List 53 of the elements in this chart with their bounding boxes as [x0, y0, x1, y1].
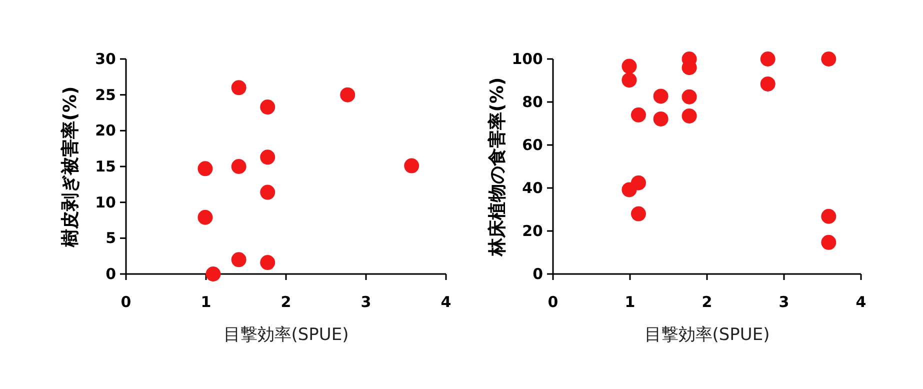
point — [760, 76, 776, 92]
x-tick-label: 1 — [200, 293, 212, 311]
x-tick-label: 0 — [548, 293, 558, 311]
point — [630, 206, 646, 222]
y-tick-label: 100 — [512, 50, 543, 68]
point — [821, 208, 836, 224]
point — [260, 184, 276, 200]
y-tick-label: 30 — [95, 50, 116, 68]
point — [622, 72, 637, 88]
y-tick-label: 25 — [95, 86, 116, 104]
x-tick-label: 0 — [120, 293, 132, 311]
y-axis-title: 樹皮剥ぎ被害率(%) — [60, 86, 81, 248]
x-tick-label: 3 — [778, 293, 790, 311]
x-tick-label: 2 — [702, 293, 712, 311]
y-tick-label: 0 — [106, 265, 116, 283]
x-tick-label: 2 — [280, 293, 292, 311]
x-tick-label: 4 — [440, 293, 452, 311]
point — [231, 80, 246, 96]
point — [260, 255, 276, 270]
x-tick-label: 4 — [856, 293, 866, 311]
point — [198, 210, 213, 225]
point — [206, 266, 221, 282]
y-tick-label: 0 — [532, 265, 543, 283]
y-tick-label: 40 — [522, 179, 543, 197]
y-axis-title: 林床植物の食害率(%) — [487, 77, 508, 257]
y-tick-label: 80 — [522, 93, 543, 111]
y-tick-label: 15 — [95, 158, 116, 176]
point — [760, 52, 776, 66]
point — [630, 107, 646, 122]
point — [821, 52, 836, 66]
y-tick-label: 10 — [95, 193, 116, 212]
point — [682, 108, 697, 124]
point — [630, 175, 646, 190]
x-tick-label: 1 — [624, 293, 636, 311]
y-tick-label: 5 — [106, 229, 116, 248]
y-tick-label: 20 — [95, 122, 116, 140]
point — [404, 158, 420, 174]
point — [340, 87, 356, 102]
x-axis-title: 目撃効率(SPUE) — [223, 325, 349, 345]
point — [231, 159, 246, 174]
point — [821, 234, 836, 250]
point — [198, 161, 213, 176]
x-tick-label: 3 — [360, 293, 372, 311]
x-axis-title: 目撃効率(SPUE) — [644, 325, 770, 345]
y-tick-label: 20 — [522, 222, 543, 240]
point — [682, 89, 697, 104]
y-tick-label: 60 — [522, 136, 543, 154]
point — [653, 88, 668, 104]
point — [231, 252, 246, 268]
point — [622, 58, 637, 74]
point — [260, 150, 276, 165]
point — [260, 100, 276, 115]
point — [653, 111, 668, 126]
